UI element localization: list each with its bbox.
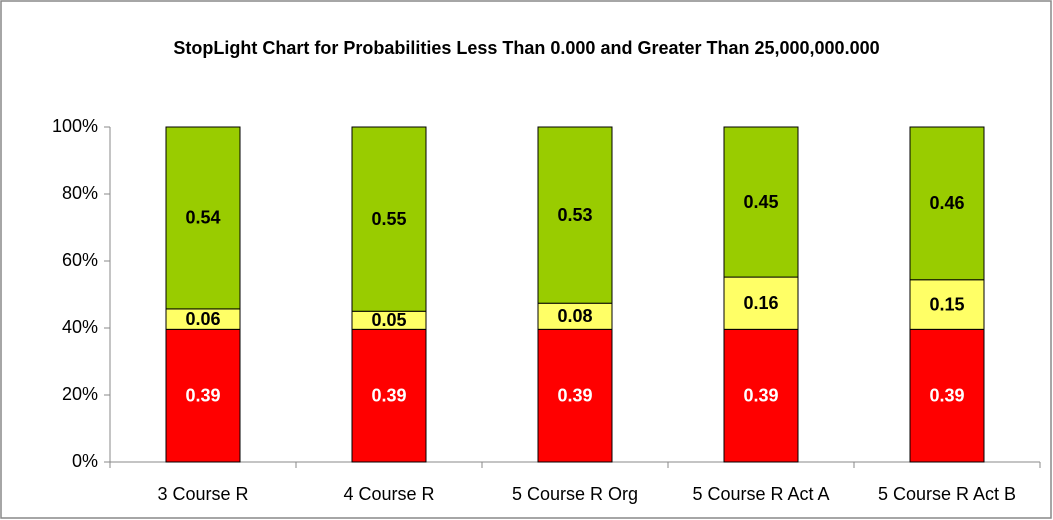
bar-segment — [909, 328, 985, 463]
data-label: 0.55 — [371, 209, 406, 229]
data-label: 0.39 — [557, 385, 592, 405]
bar-segment — [165, 126, 241, 310]
x-tick-label: 4 Course R — [343, 484, 434, 504]
data-label: 0.54 — [185, 208, 220, 228]
data-label: 0.16 — [743, 293, 778, 313]
bar-segment — [909, 126, 985, 281]
bar-segment — [909, 279, 985, 330]
data-label: 0.15 — [929, 294, 964, 314]
data-label: 0.05 — [371, 310, 406, 330]
bar-segment — [165, 328, 241, 463]
chart-title: StopLight Chart for Probabilities Less T… — [173, 38, 880, 58]
x-tick-label: 3 Course R — [157, 484, 248, 504]
data-label: 0.39 — [929, 385, 964, 405]
bar-segment — [351, 126, 427, 312]
bar-segment — [723, 276, 799, 330]
y-tick-label: 80% — [62, 183, 98, 203]
x-tick-label: 5 Course R Org — [512, 484, 638, 504]
data-label: 0.46 — [929, 193, 964, 213]
data-label: 0.06 — [185, 309, 220, 329]
y-tick-label: 60% — [62, 250, 98, 270]
x-tick-label: 5 Course R Act B — [878, 484, 1016, 504]
data-label: 0.39 — [743, 385, 778, 405]
data-label: 0.53 — [557, 205, 592, 225]
data-label: 0.08 — [557, 306, 592, 326]
data-label: 0.45 — [743, 192, 778, 212]
x-tick-label: 5 Course R Act A — [692, 484, 829, 504]
bar-segment — [351, 328, 427, 463]
y-tick-label: 0% — [72, 451, 98, 471]
bar-segment — [723, 328, 799, 463]
bar-segment — [537, 302, 613, 330]
data-label: 0.39 — [185, 385, 220, 405]
bar-segment — [537, 126, 613, 304]
y-tick-label: 100% — [52, 116, 98, 136]
bar-segment — [537, 328, 613, 463]
data-label: 0.39 — [371, 385, 406, 405]
bar-segment — [723, 126, 799, 278]
y-tick-label: 40% — [62, 317, 98, 337]
y-tick-label: 20% — [62, 384, 98, 404]
